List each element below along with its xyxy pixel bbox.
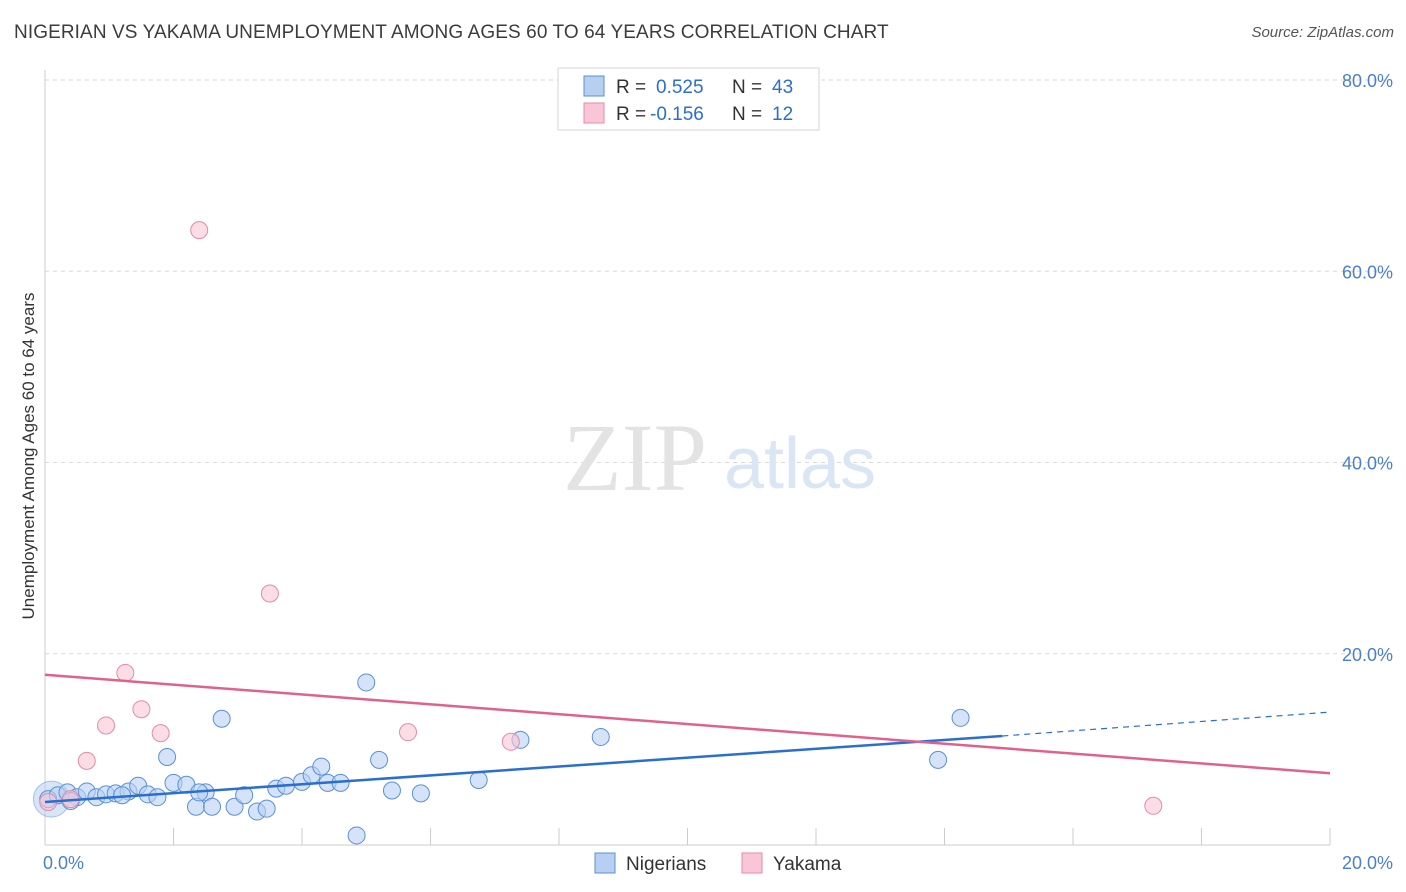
legend-swatch-yakama xyxy=(583,102,605,124)
legend-stats: R = 0.525 N = 43 R = -0.156 N = 12 xyxy=(557,67,820,131)
nigerians-trend-extension xyxy=(1002,711,1331,737)
yakama-point xyxy=(190,221,209,240)
nigerians-point xyxy=(235,786,254,805)
chart-title: NIGERIAN VS YAKAMA UNEMPLOYMENT AMONG AG… xyxy=(14,22,889,43)
yakama-point xyxy=(399,723,418,742)
watermark-layer: ZIP atlas xyxy=(563,404,876,511)
trend-layer xyxy=(44,673,1331,804)
nigerians-point xyxy=(469,770,488,789)
legend-n-label-1: N = xyxy=(732,77,762,98)
nigerians-point xyxy=(951,708,970,727)
yakama-point xyxy=(501,732,520,751)
legend-swatch-nigerians xyxy=(583,75,605,97)
yakama-point xyxy=(260,584,279,603)
legend-bottom-swatch-yakama xyxy=(741,852,763,874)
legend-n-value-1: 43 xyxy=(772,77,793,98)
legend-r-label-2: R = xyxy=(616,104,646,125)
watermark-atlas: atlas xyxy=(724,424,876,504)
legend-n-label-2: N = xyxy=(732,104,762,125)
yakama-point xyxy=(132,700,151,719)
nigerians-point xyxy=(257,799,276,818)
nigerians-point xyxy=(929,750,948,769)
nigerians-point xyxy=(203,797,222,816)
y-tick-label: 60.0% xyxy=(1342,262,1393,282)
legend-r-value-2: -0.156 xyxy=(650,104,704,125)
y-tick-label: 20.0% xyxy=(1342,645,1393,665)
nigerians-point xyxy=(347,826,366,845)
x-tick-label: 20.0% xyxy=(1342,853,1393,873)
legend-bottom-swatch-nigerians xyxy=(594,852,616,874)
y-tick-label: 80.0% xyxy=(1342,71,1393,91)
yakama-point xyxy=(116,663,135,682)
nigerians-point xyxy=(591,727,610,746)
points-layer xyxy=(32,221,1163,845)
legend-n-value-2: 12 xyxy=(772,104,793,125)
yakama-point xyxy=(77,751,96,770)
nigerians-point xyxy=(212,709,231,728)
chart-source: Source: ZipAtlas.com xyxy=(1251,24,1394,41)
yakama-point xyxy=(151,724,170,743)
yakama-point xyxy=(97,716,116,735)
axis-layer xyxy=(44,70,1331,846)
nigerians-point xyxy=(382,781,401,800)
nigerians-point xyxy=(148,788,167,807)
grid-layer xyxy=(45,79,1392,655)
legend-r-value-1: 0.525 xyxy=(656,77,704,98)
nigerians-point xyxy=(357,673,376,692)
tick-label-layer: 20.0% 40.0% 60.0% 80.0% 0.0% 20.0% xyxy=(43,71,1393,873)
nigerians-point xyxy=(225,797,244,816)
watermark-zip: ZIP xyxy=(563,404,707,511)
nigerians-point xyxy=(158,748,177,767)
nigerians-point xyxy=(411,784,430,803)
legend-r-label-1: R = xyxy=(616,77,646,98)
nigerians-point xyxy=(312,757,331,776)
legend-bottom-label-yakama: Yakama xyxy=(773,854,842,875)
x-tick-label: 0.0% xyxy=(43,853,84,873)
legend-series: Nigerians Yakama xyxy=(594,852,842,875)
y-tick-label: 40.0% xyxy=(1342,454,1393,474)
nigerians-trend-line xyxy=(44,734,1003,804)
legend-bottom-label-nigerians: Nigerians xyxy=(626,854,706,875)
nigerians-point xyxy=(370,750,389,769)
yakama-trend-line xyxy=(44,673,1331,775)
yakama-point xyxy=(1144,796,1163,815)
